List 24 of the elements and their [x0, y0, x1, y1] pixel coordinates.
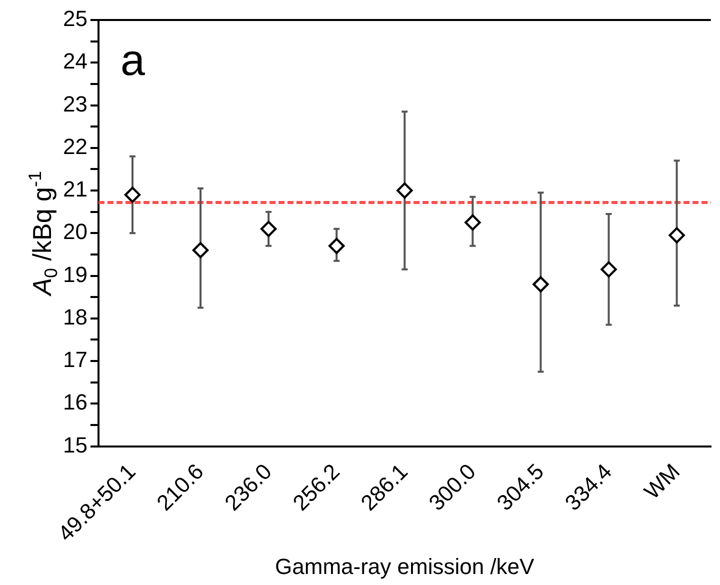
y-tick-label: 16 [62, 390, 88, 415]
y-tick-label: 22 [62, 134, 88, 159]
point [532, 276, 549, 292]
x-axis-title: Gamma-ray emission /keV [275, 554, 535, 579]
point [396, 182, 413, 199]
point [668, 227, 685, 244]
point [260, 220, 277, 237]
y-tick-label: 23 [62, 91, 88, 116]
point [328, 238, 345, 254]
y-tick-label: 15 [62, 432, 88, 458]
y-tick-label: 25 [62, 6, 88, 32]
y-tick-label: 17 [62, 347, 88, 372]
point [464, 214, 481, 231]
y-tick-label: 19 [62, 262, 88, 287]
y-tick-label: 18 [62, 304, 88, 330]
y-tick-label: 20 [62, 219, 88, 244]
y-tick-label: 21 [62, 176, 88, 202]
y-tick-label: 24 [62, 48, 88, 74]
x-tick-label: WM [639, 458, 685, 504]
annotation: a [120, 36, 146, 85]
point [124, 186, 141, 203]
point [600, 261, 617, 278]
point [192, 242, 209, 258]
y-axis-title: A0 /kBq g-1 [24, 170, 61, 298]
